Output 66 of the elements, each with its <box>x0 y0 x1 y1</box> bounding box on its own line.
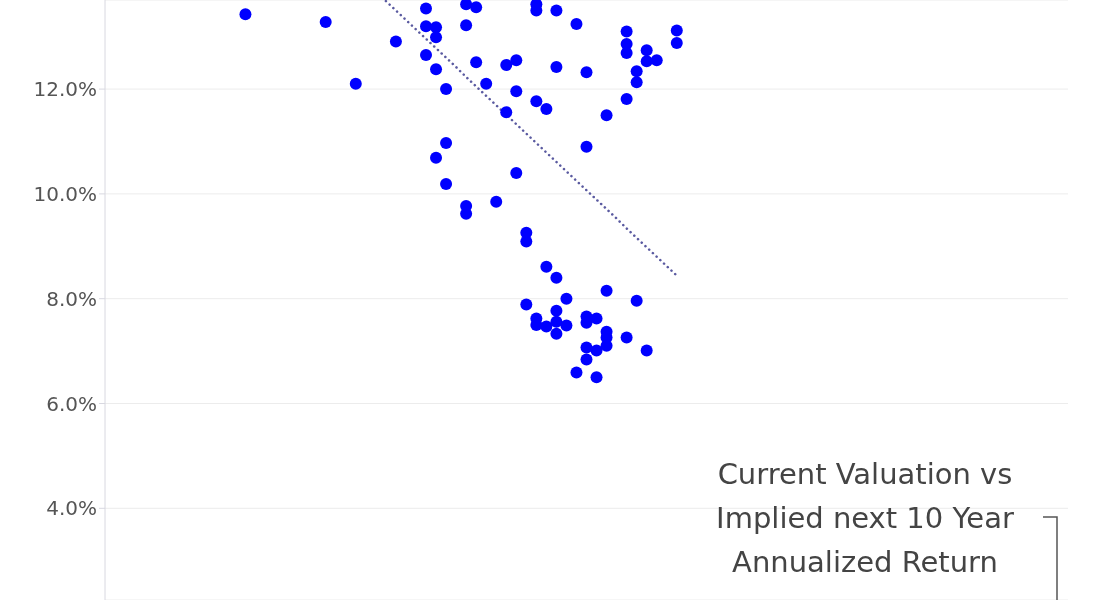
point <box>620 25 633 38</box>
point <box>570 18 583 31</box>
point <box>490 195 503 208</box>
point <box>389 35 402 48</box>
point <box>520 298 533 311</box>
y-tick-label: 8.0% <box>46 286 97 311</box>
point <box>550 327 563 340</box>
point <box>420 2 432 15</box>
point <box>470 1 483 14</box>
point <box>580 66 593 79</box>
y-tick-label: 4.0% <box>46 496 97 521</box>
point <box>600 284 613 297</box>
point <box>670 36 683 49</box>
y-tick-label: 12.0% <box>33 77 97 102</box>
point <box>460 0 473 11</box>
point <box>620 331 633 344</box>
point <box>540 103 553 115</box>
point <box>550 315 563 328</box>
y-tick-label: 10.0% <box>33 181 97 206</box>
point <box>560 319 573 332</box>
point <box>510 85 523 98</box>
point <box>420 20 432 33</box>
point <box>239 8 252 21</box>
point <box>440 137 453 150</box>
point <box>420 49 432 62</box>
point <box>430 151 443 164</box>
point <box>510 54 523 67</box>
point <box>630 76 643 89</box>
point <box>580 341 593 354</box>
point <box>480 77 493 90</box>
point <box>430 31 443 44</box>
point <box>440 83 453 96</box>
point <box>590 344 603 357</box>
line-series <box>384 0 679 277</box>
point <box>570 366 583 379</box>
point <box>540 260 553 273</box>
point <box>650 54 663 67</box>
point <box>460 19 473 32</box>
point <box>319 16 332 29</box>
point <box>600 109 613 122</box>
point <box>349 77 362 90</box>
point <box>640 55 653 68</box>
point <box>530 95 543 108</box>
point <box>550 304 563 317</box>
y-tick-label: 6.0% <box>46 391 97 416</box>
point <box>670 24 683 37</box>
point <box>500 58 513 71</box>
point <box>430 63 443 76</box>
point <box>590 371 603 384</box>
point <box>550 271 563 284</box>
point <box>500 106 513 119</box>
point <box>550 4 563 17</box>
point <box>630 294 643 307</box>
point <box>580 353 593 366</box>
point <box>560 292 573 305</box>
point <box>580 140 593 153</box>
point <box>630 65 643 78</box>
point <box>470 56 483 69</box>
point <box>440 177 453 190</box>
point <box>640 344 653 357</box>
annotation: Current Valuation vs Implied next 10 Year Annualized Return <box>715 456 1015 581</box>
point <box>590 312 603 325</box>
point <box>640 44 653 57</box>
point <box>620 93 633 106</box>
point <box>550 61 563 74</box>
point <box>510 166 523 179</box>
